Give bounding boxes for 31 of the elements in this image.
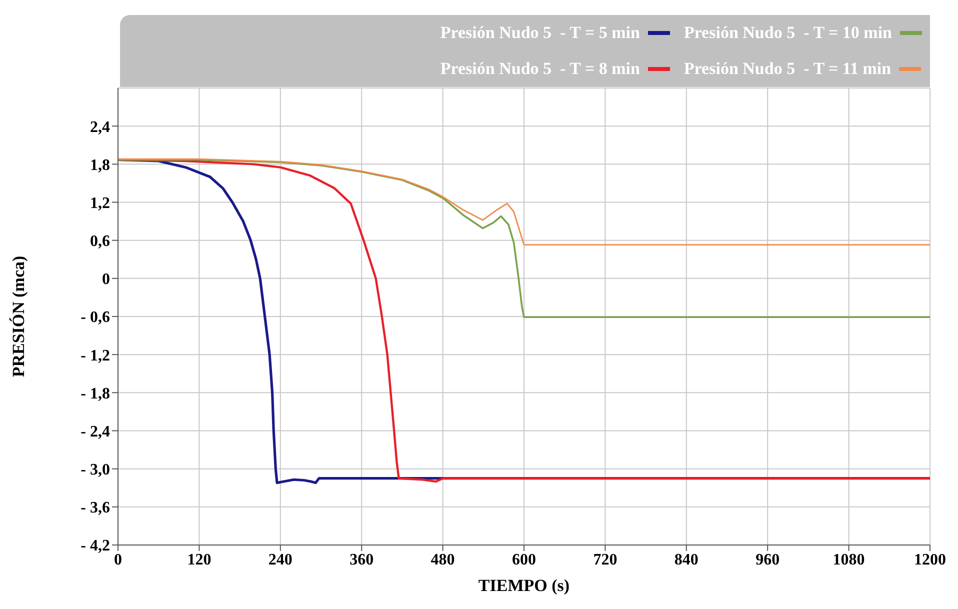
legend-label: Presión Nudo 5 - T = 8 min <box>440 59 640 79</box>
y-tick-label: - 0,6 <box>80 309 110 326</box>
y-tick-label: - 1,8 <box>80 385 110 402</box>
y-tick-label: 2,4 <box>90 118 110 136</box>
x-tick-label: 960 <box>756 551 780 568</box>
x-axis-title: TIEMPO (s) <box>478 576 570 595</box>
y-tick-label: - 1,2 <box>80 347 110 364</box>
x-tick-label: 240 <box>268 551 292 568</box>
x-tick-label: 840 <box>674 551 698 568</box>
y-tick-label: - 4,2 <box>80 538 110 555</box>
y-axis-title: PRESIÓN (mca) <box>9 256 28 378</box>
x-tick-label: 120 <box>187 551 212 568</box>
y-tick-label: - 3,0 <box>80 462 110 479</box>
x-tick-label: 1080 <box>832 551 865 568</box>
line-series <box>118 158 930 318</box>
x-tick-label: 600 <box>512 551 536 568</box>
legend-label: Presión Nudo 5 - T = 11 min <box>684 59 892 79</box>
x-tick-label: 480 <box>430 551 455 568</box>
line-series <box>118 158 930 246</box>
legend-label: Presión Nudo 5 - T = 5 min <box>440 23 640 43</box>
y-tick-label: 0,6 <box>90 233 110 250</box>
x-tick-label: 360 <box>350 551 374 568</box>
y-tick-label: 0 <box>102 271 110 288</box>
legend-label: Presión Nudo 5 - T = 10 min <box>684 23 892 43</box>
x-tick-label: 720 <box>593 551 618 568</box>
x-tick-label: 1200 <box>914 551 946 568</box>
y-tick-label: - 3,6 <box>80 500 110 517</box>
y-tick-label: 1,2 <box>90 194 110 212</box>
y-tick-label: - 2,4 <box>80 423 110 440</box>
y-tick-label: 1,8 <box>90 156 110 174</box>
x-tick-label: 0 <box>114 551 122 568</box>
